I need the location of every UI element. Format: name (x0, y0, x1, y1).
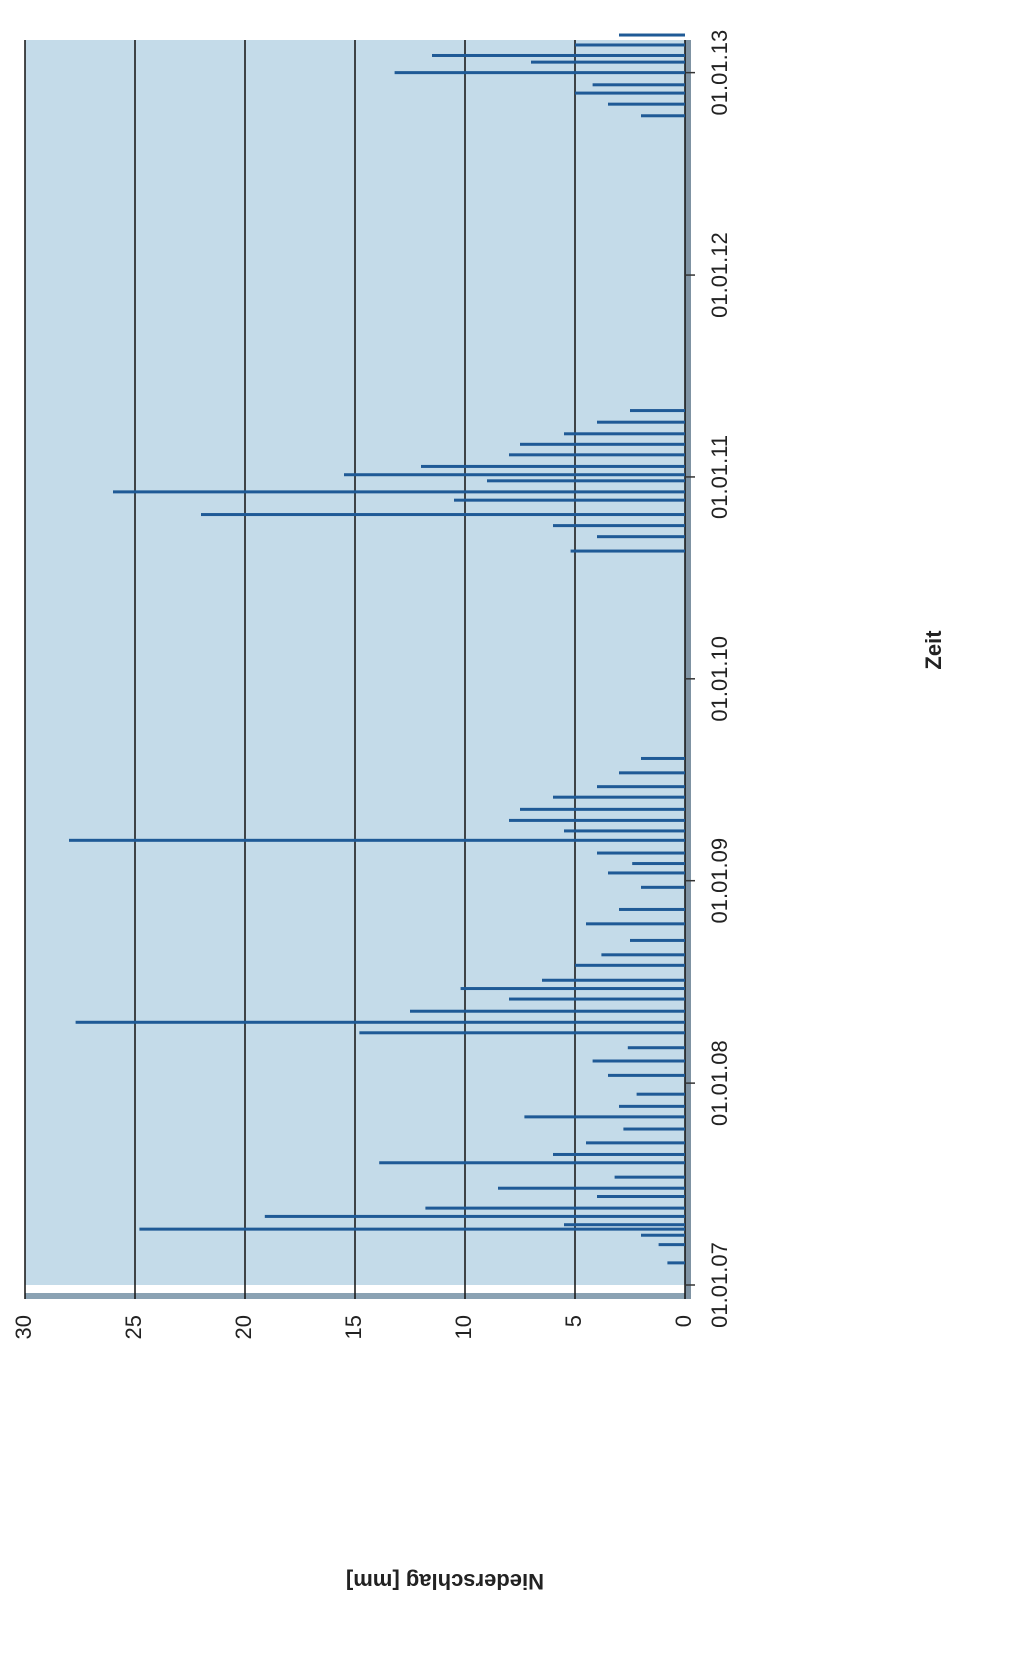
bar (597, 535, 685, 539)
bar (553, 795, 685, 799)
bar (520, 807, 685, 811)
bar (498, 1186, 685, 1190)
bar (641, 114, 685, 118)
x-axis-title: Zeit (921, 630, 946, 670)
bar (113, 490, 685, 494)
bar (597, 1195, 685, 1199)
bar (641, 1233, 685, 1237)
bar (592, 83, 685, 87)
bar (630, 938, 685, 942)
bar (509, 997, 685, 1001)
x-tick-label: 01.01.13 (707, 30, 732, 116)
bar (421, 464, 685, 468)
y-tick-label: 15 (341, 1315, 366, 1339)
plot-floor (685, 40, 691, 1299)
bar (454, 498, 685, 502)
y-tick-label: 0 (671, 1315, 696, 1327)
bar (69, 838, 685, 842)
bar (619, 771, 685, 775)
bar (575, 91, 685, 95)
bar (632, 862, 686, 866)
bar (608, 1073, 685, 1077)
bar (520, 442, 685, 446)
bar (564, 432, 685, 436)
bar (564, 829, 685, 833)
bar (379, 1161, 685, 1165)
bar (608, 102, 685, 106)
bar (619, 907, 685, 911)
x-tick-label: 01.01.11 (707, 435, 732, 519)
y-axis-title: Niederschlag [mm] (346, 1569, 544, 1594)
bar (509, 818, 685, 822)
y-tick-label: 20 (231, 1315, 256, 1339)
bar (586, 922, 685, 926)
bar (619, 1104, 685, 1108)
bar (592, 1059, 685, 1063)
bar (608, 871, 685, 875)
bar (667, 1261, 686, 1265)
bar (614, 1175, 685, 1179)
bar (359, 1031, 685, 1035)
bar (597, 420, 685, 424)
bar (425, 1206, 685, 1210)
bar (641, 885, 685, 889)
bar (75, 1020, 686, 1024)
x-tick-label: 01.01.08 (707, 1040, 732, 1126)
bar (627, 1046, 685, 1050)
bar (531, 60, 685, 64)
bar (139, 1227, 685, 1231)
bar (509, 453, 685, 457)
bar (201, 513, 685, 517)
x-tick-label: 01.01.09 (707, 838, 732, 924)
rotated-chart: Zeit Niederschlag [mm] 0 5 10 15 20 25 30 01.01… (11, 30, 946, 1594)
bar (344, 473, 685, 477)
y-tick-label: 30 (11, 1315, 36, 1339)
y-tick-label: 25 (121, 1315, 146, 1339)
bar (487, 479, 685, 483)
bar (619, 33, 685, 37)
bar (570, 549, 685, 553)
bar (586, 1141, 685, 1145)
bar (630, 409, 685, 413)
bar (658, 1243, 685, 1247)
bar (542, 978, 685, 982)
bar (597, 851, 685, 855)
y-tick-label: 10 (451, 1315, 476, 1339)
x-tick-label: 01.01.12 (707, 232, 732, 318)
bar (641, 756, 685, 760)
bar (564, 1223, 685, 1227)
bar (623, 1127, 686, 1131)
bar (553, 1152, 685, 1156)
bar (524, 1115, 686, 1119)
bar (410, 1009, 685, 1013)
y-tick-label: 5 (561, 1315, 586, 1327)
bar (264, 1214, 685, 1218)
x-tick-label: 01.01.07 (707, 1242, 732, 1328)
bar (460, 987, 685, 991)
bar (553, 524, 685, 528)
x-tick-label: 01.01.10 (707, 636, 732, 722)
bar (601, 953, 686, 957)
bar (636, 1092, 685, 1096)
bar (597, 785, 685, 789)
bar (394, 71, 685, 75)
bar (432, 53, 685, 57)
bar (575, 963, 685, 967)
bar (575, 43, 685, 47)
